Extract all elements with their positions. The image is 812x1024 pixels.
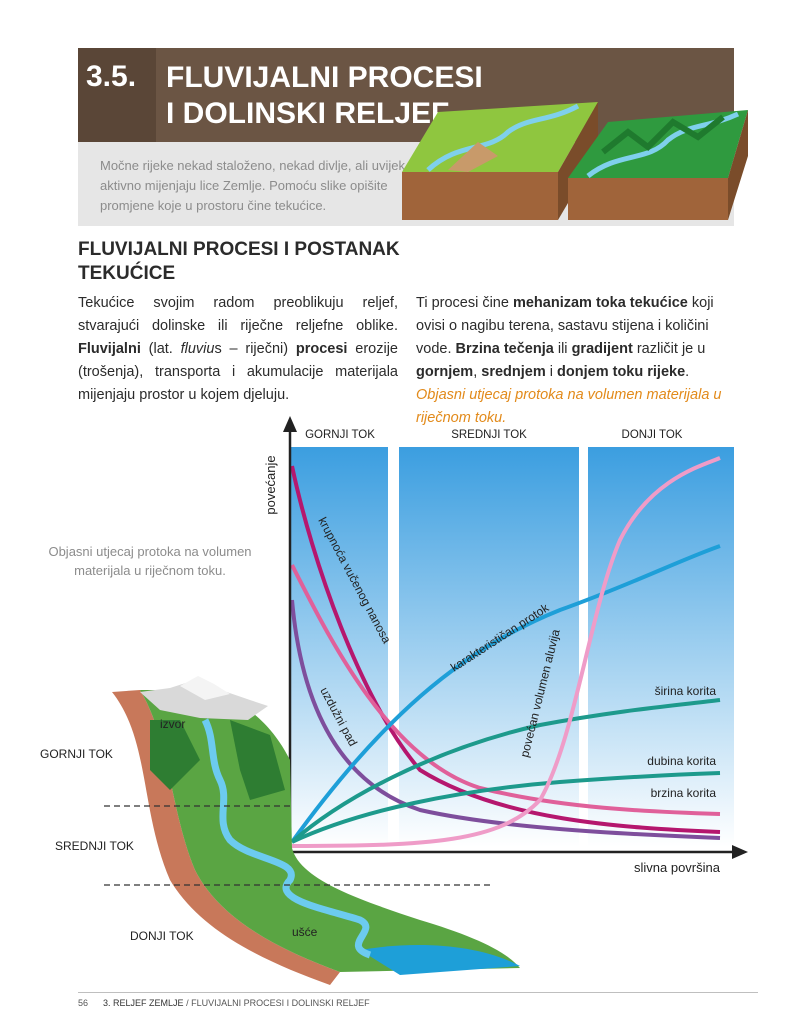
footer-section: FLUVIJALNI PROCESI I DOLINSKI RELJEF [191,998,370,1008]
bold-term: gornjem [416,364,474,380]
page-title-line1: FLUVIJALNI PROCESI [166,61,483,94]
text-run: erozije (trošenja), transporta i akumula… [78,341,398,403]
bold-term: Brzina tečenja [455,341,554,357]
x-axis-label: slivna površina [634,860,721,875]
text-run: i [545,364,558,380]
series-line-brzina [290,564,721,816]
section-heading: FLUVIJALNI PROCESI I POSTANAK TEKUĆICE [78,239,400,284]
intro-text: Močne rijeke nekad staloženo, nekad divl… [100,158,405,213]
series-label-sirina: širina korita [655,684,717,698]
footer: 56 3. RELJEF ZEMLJE / FLUVIJALNI PROCESI… [78,998,370,1008]
page-title: FLUVIJALNI PROCESI I DOLINSKI RELJEF [166,60,483,132]
series-line-protok [290,544,721,844]
bold-term: srednjem [481,364,546,380]
series-line-aluvij [291,456,721,848]
text-run: , [473,364,482,380]
text-run: ili [553,341,572,357]
question-highlight: Objasni utjecaj protoka na volumen mater… [416,387,722,426]
side-note: Objasni utjecaj protoka na volumen mater… [48,544,252,578]
series-line-dubina [291,771,721,844]
landscape-label-middle: SREDNJI TOK [55,839,134,853]
text-run: s – riječni) [214,341,296,357]
bold-term: procesi [295,341,348,357]
series-label-brzina: brzina korita [651,786,717,800]
series-line-sirina [290,698,721,844]
bold-term: Fluvijalni [78,341,141,357]
bold-term: donjem toku rijeke [557,364,686,380]
series-label-dubina: dubina korita [647,754,716,768]
text-run: (lat. [140,341,181,357]
text-run: Ti procesi čine [416,295,513,311]
series-line-uzduzni-pad [290,599,721,840]
y-axis-arrow [283,416,297,432]
landscape-label-upper: GORNJI TOK [40,747,113,761]
landscape-label-source: izvor [160,717,185,731]
text-run: različit je u [632,341,706,357]
x-axis-arrow [732,845,748,859]
landscape-label-mouth: ušće [292,925,318,939]
landscape-label-lower: DONJI TOK [130,929,194,943]
paragraph-left: Tekućice svojim radom preoblikuju reljef… [78,292,398,407]
text-run: koji ovisi o nagibu terena, sastavu stij… [416,295,714,357]
paragraph-right: Ti procesi čine mehanizam toka tekućice … [416,292,736,430]
section-number: 3.5. [86,60,137,93]
text-run: Tekućice svojim radom preoblikuju reljef… [78,295,398,334]
text-run: . [685,364,690,380]
series-line-krupnoca [290,465,721,834]
footer-rule [78,992,758,993]
page-title-line2: I DOLINSKI RELJEF [166,97,450,130]
terrain-blocks-illustration [402,102,748,220]
bold-term: gradijent [571,341,633,357]
header-arrow [140,48,156,142]
zone-label-upper: GORNJI TOK [305,429,375,441]
bold-term: mehanizam toka tekućice [512,295,688,311]
footer-separator: / [183,998,192,1008]
zone-label-middle: SREDNJI TOK [451,429,527,441]
page-number: 56 [78,998,89,1008]
footer-chapter: 3. RELJEF ZEMLJE [103,998,184,1008]
italic-term: fluviu [180,341,215,357]
zone-label-lower: DONJI TOK [622,429,683,441]
y-axis-label: povećanje [263,455,278,514]
